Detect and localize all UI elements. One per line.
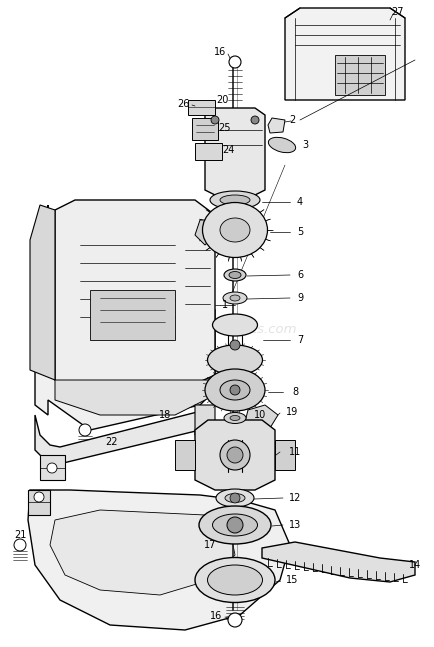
Ellipse shape: [228, 272, 240, 278]
Circle shape: [14, 539, 26, 551]
Polygon shape: [244, 220, 264, 245]
Circle shape: [227, 517, 243, 533]
Circle shape: [227, 447, 243, 463]
Polygon shape: [334, 55, 384, 95]
Polygon shape: [174, 440, 194, 470]
Circle shape: [220, 440, 250, 470]
Polygon shape: [261, 542, 414, 582]
Text: 3: 3: [301, 140, 307, 150]
Ellipse shape: [220, 380, 250, 400]
Circle shape: [230, 493, 240, 503]
Circle shape: [34, 492, 44, 502]
Text: 27: 27: [391, 7, 403, 17]
Text: 10: 10: [253, 410, 266, 420]
Ellipse shape: [224, 269, 246, 281]
Polygon shape: [55, 380, 214, 415]
Text: 11: 11: [288, 447, 300, 457]
Circle shape: [227, 613, 241, 627]
Ellipse shape: [230, 295, 240, 301]
Polygon shape: [204, 108, 264, 200]
Text: 20: 20: [215, 95, 228, 105]
Polygon shape: [55, 200, 214, 395]
Ellipse shape: [202, 203, 267, 258]
Text: 16: 16: [214, 47, 226, 57]
Text: 4: 4: [296, 197, 302, 207]
Text: 6: 6: [296, 270, 302, 280]
Text: 16: 16: [209, 611, 222, 621]
Ellipse shape: [212, 514, 257, 536]
Circle shape: [228, 56, 240, 68]
Polygon shape: [90, 290, 174, 340]
Polygon shape: [194, 220, 214, 245]
Circle shape: [79, 424, 91, 436]
Ellipse shape: [207, 565, 262, 595]
Text: 2: 2: [288, 115, 294, 125]
Polygon shape: [194, 420, 274, 490]
Text: 24: 24: [221, 145, 233, 155]
Ellipse shape: [216, 489, 253, 507]
Ellipse shape: [194, 558, 274, 602]
Ellipse shape: [198, 506, 270, 544]
Text: 18: 18: [158, 410, 171, 420]
Text: 26: 26: [176, 99, 189, 109]
Polygon shape: [35, 410, 210, 465]
Polygon shape: [274, 440, 294, 470]
Polygon shape: [28, 490, 289, 630]
Circle shape: [250, 116, 258, 124]
Text: 1: 1: [221, 300, 227, 310]
Polygon shape: [40, 455, 65, 480]
Ellipse shape: [220, 218, 250, 242]
Polygon shape: [50, 510, 234, 595]
Circle shape: [47, 463, 57, 473]
Text: 22: 22: [105, 437, 118, 447]
Ellipse shape: [230, 415, 240, 421]
Text: 13: 13: [288, 520, 300, 530]
Polygon shape: [267, 118, 284, 133]
Text: 9: 9: [296, 293, 302, 303]
Polygon shape: [30, 205, 55, 380]
Circle shape: [230, 385, 240, 395]
Ellipse shape: [223, 292, 247, 304]
Circle shape: [230, 340, 240, 350]
Text: 15: 15: [285, 575, 297, 585]
Polygon shape: [191, 118, 217, 140]
Ellipse shape: [220, 195, 250, 205]
Text: ereplacementparts.com: ereplacementparts.com: [138, 324, 296, 336]
Polygon shape: [194, 143, 221, 160]
Ellipse shape: [224, 494, 244, 503]
Polygon shape: [284, 8, 404, 100]
Text: 5: 5: [296, 227, 302, 237]
Text: 8: 8: [291, 387, 297, 397]
Text: 19: 19: [285, 407, 297, 417]
Ellipse shape: [207, 345, 262, 375]
Text: 14: 14: [408, 560, 420, 570]
Polygon shape: [187, 100, 214, 115]
Text: 17: 17: [204, 540, 216, 550]
Text: 7: 7: [296, 335, 302, 345]
Text: 25: 25: [218, 123, 231, 133]
Ellipse shape: [268, 137, 295, 153]
Polygon shape: [244, 405, 277, 430]
Ellipse shape: [212, 314, 257, 336]
Text: 21: 21: [14, 530, 26, 540]
Circle shape: [210, 116, 218, 124]
Polygon shape: [194, 405, 214, 435]
Ellipse shape: [224, 413, 246, 424]
Ellipse shape: [210, 191, 260, 209]
Polygon shape: [35, 205, 214, 430]
Text: 12: 12: [288, 493, 300, 503]
Polygon shape: [28, 490, 50, 515]
Ellipse shape: [204, 369, 264, 411]
